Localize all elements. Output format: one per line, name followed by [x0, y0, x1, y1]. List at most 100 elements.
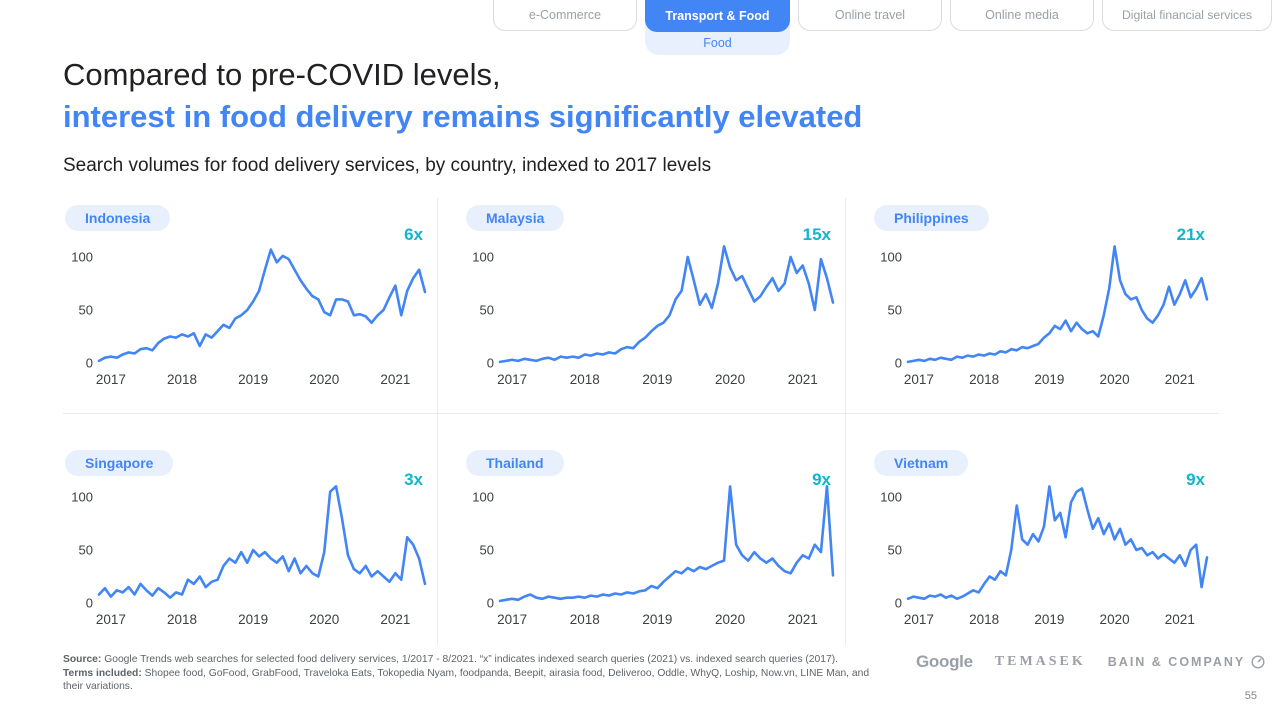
tab-online-travel[interactable]: Online travel: [798, 0, 942, 31]
chart-thailand: Thailand 9x 100 50 0 2017 2018 2019 2020 2021: [437, 413, 845, 645]
y-axis-tick: 100: [880, 249, 902, 265]
country-pill: Indonesia: [65, 205, 171, 231]
x-axis: 2017 2018 2019 2020 2021: [904, 366, 1207, 388]
line-chart-svg: [99, 484, 425, 606]
y-axis-tick: 100: [71, 249, 93, 265]
y-axis-tick: 0: [85, 595, 93, 611]
y-axis: 100 50 0: [63, 244, 99, 371]
y-axis-tick: 100: [71, 489, 93, 505]
x-axis-tick: 2017: [95, 372, 126, 387]
y-axis-tick: 50: [887, 302, 902, 318]
line-plot: 2017 2018 2019 2020 2021: [497, 244, 833, 388]
y-axis-tick: 50: [479, 542, 494, 558]
x-axis-tick: 2021: [787, 612, 818, 627]
page-title-line2: interest in food delivery remains signif…: [63, 99, 863, 134]
y-axis-tick: 0: [85, 355, 93, 371]
terms-label: Terms included:: [63, 667, 142, 679]
x-axis-tick: 2020: [715, 372, 746, 387]
country-pill: Philippines: [874, 205, 989, 231]
tab-digital-financial-services[interactable]: Digital financial services: [1102, 0, 1272, 31]
y-axis-tick: 100: [880, 489, 902, 505]
chart-malaysia: Malaysia 15x 100 50 0 2017 2018 2019 2020 2021: [437, 198, 845, 413]
tab-transport-food[interactable]: Transport & Food: [645, 0, 790, 32]
page-title: Compared to pre-COVID levels, interest i…: [63, 54, 862, 138]
publisher-logos: Google TEMASEK BAIN & COMPANY: [916, 652, 1265, 672]
x-axis: 2017 2018 2019 2020 2021: [95, 606, 425, 628]
x-axis-tick: 2020: [715, 612, 746, 627]
y-axis-tick: 0: [894, 595, 902, 611]
bain-company-wordmark: BAIN & COMPANY: [1107, 655, 1246, 669]
page-subtitle: Search volumes for food delivery service…: [63, 155, 712, 176]
x-axis: 2017 2018 2019 2020 2021: [904, 606, 1207, 628]
chart-singapore: Singapore 3x 100 50 0 2017 2018 2019 2020 2021: [63, 413, 437, 645]
multiplier-label: 3x: [404, 470, 423, 489]
x-axis-tick: 2020: [1099, 372, 1130, 387]
multiplier-label: 6x: [404, 225, 423, 244]
multiplier-label: 9x: [1186, 470, 1205, 489]
source-label: Source:: [63, 654, 102, 665]
x-axis-tick: 2018: [166, 612, 197, 627]
x-axis-tick: 2021: [787, 372, 818, 387]
line-plot: 2017 2018 2019 2020 2021: [497, 484, 833, 628]
subtab-food[interactable]: Food: [703, 36, 732, 50]
country-pill: Vietnam: [874, 450, 969, 476]
line-plot: 2017 2018 2019 2020 2021: [904, 484, 1207, 628]
y-axis-tick: 0: [894, 355, 902, 371]
category-tab-bar: e-Commerce Transport & Food Food Online …: [493, 0, 1272, 55]
chart-header: Malaysia 15x: [464, 198, 845, 244]
tab-online-media[interactable]: Online media: [950, 0, 1094, 31]
x-axis-tick: 2019: [642, 372, 673, 387]
x-axis-tick: 2021: [1164, 372, 1195, 387]
x-axis: 2017 2018 2019 2020 2021: [497, 366, 833, 388]
y-axis-tick: 50: [479, 302, 494, 318]
x-axis-tick: 2020: [309, 612, 340, 627]
chart-grid: Indonesia 6x 100 50 0 2017 2018 2019 2020 2021…: [63, 198, 1219, 645]
country-pill: Malaysia: [466, 205, 565, 231]
trend-line: [99, 250, 425, 361]
x-axis-tick: 2017: [497, 372, 528, 387]
y-axis: 100 50 0: [464, 484, 500, 611]
country-pill: Singapore: [65, 450, 174, 476]
x-axis-tick: 2017: [95, 612, 126, 627]
page-number: 55: [1244, 690, 1257, 702]
y-axis: 100 50 0: [464, 244, 500, 371]
y-axis-tick: 50: [887, 542, 902, 558]
trend-line: [908, 246, 1207, 362]
x-axis: 2017 2018 2019 2020 2021: [95, 366, 425, 388]
line-chart-svg: [99, 244, 425, 366]
chart-header: Singapore 3x: [63, 414, 437, 489]
y-axis-tick: 50: [78, 302, 93, 318]
chart-header: Thailand 9x: [464, 414, 845, 489]
tab-transport-food-group: Transport & Food Food: [645, 0, 790, 55]
y-axis-tick: 100: [472, 489, 494, 505]
y-axis-tick: 50: [78, 542, 93, 558]
line-chart-svg: [500, 484, 833, 606]
chart-header: Vietnam 9x: [872, 414, 1219, 489]
y-axis-tick: 0: [486, 355, 494, 371]
line-plot: 2017 2018 2019 2020 2021: [95, 484, 425, 628]
x-axis-tick: 2018: [166, 372, 197, 387]
google-logo: Google: [916, 652, 973, 671]
multiplier-label: 21x: [1176, 225, 1205, 244]
multiplier-label: 15x: [802, 225, 831, 244]
y-axis-tick: 100: [472, 249, 494, 265]
y-axis: 100 50 0: [872, 244, 908, 371]
x-axis-tick: 2017: [497, 612, 528, 627]
trend-line: [500, 246, 833, 362]
bain-company-logo: BAIN & COMPANY: [1108, 655, 1266, 669]
chart-header: Philippines 21x: [872, 198, 1219, 244]
x-axis-tick: 2021: [380, 612, 411, 627]
trend-line: [908, 486, 1207, 598]
x-axis-tick: 2020: [309, 372, 340, 387]
source-footnote: Source: Google Trends web searches for s…: [63, 653, 891, 694]
terms-text: Shopee food, GoFood, GrabFood, Traveloka…: [63, 667, 870, 693]
x-axis-tick: 2017: [903, 612, 934, 627]
chart-philippines: Philippines 21x 100 50 0 2017 2018 2019 2020 2…: [845, 198, 1219, 413]
x-axis-tick: 2017: [903, 372, 934, 387]
line-plot: 2017 2018 2019 2020 2021: [95, 244, 425, 388]
x-axis-tick: 2018: [569, 372, 600, 387]
plot-area: 100 50 0 2017 2018 2019 2020 2021: [464, 244, 845, 388]
tab-e-commerce[interactable]: e-Commerce: [493, 0, 637, 31]
page-title-line1: Compared to pre-COVID levels,: [63, 57, 501, 92]
